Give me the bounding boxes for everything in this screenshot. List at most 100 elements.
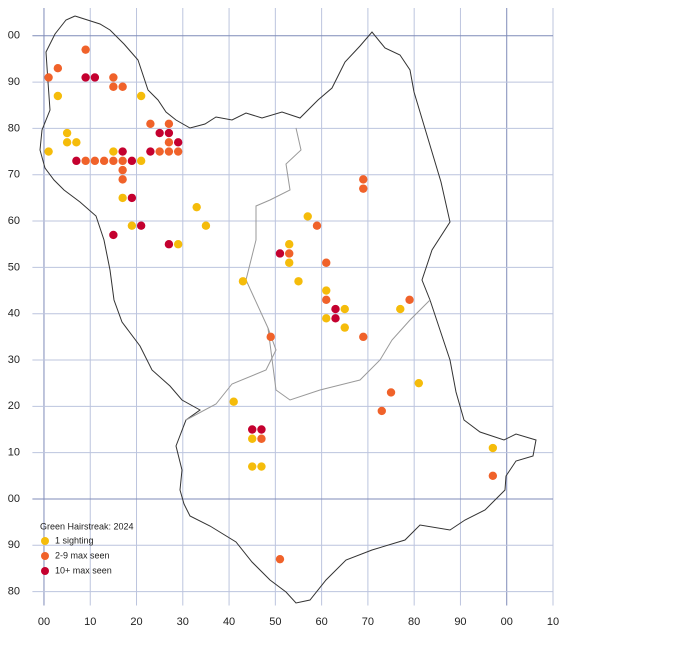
record-dot [53, 64, 63, 73]
record-dot [173, 240, 183, 249]
legend-marker [41, 567, 49, 575]
record-dot [109, 73, 118, 82]
record-dot [164, 128, 174, 138]
x-tick-label: 20 [130, 616, 142, 628]
y-tick-label: 90 [8, 76, 20, 88]
record-dot [359, 184, 368, 193]
record-dot [118, 82, 127, 91]
y-tick-label: 60 [8, 215, 20, 227]
legend-label: 1 sighting [55, 535, 94, 545]
record-dot [173, 147, 183, 156]
record-dot [488, 443, 498, 453]
x-tick-label: 90 [454, 616, 466, 628]
y-tick-label: 90 [8, 539, 20, 551]
record-dot [72, 138, 81, 147]
record-dot [118, 165, 127, 175]
record-dot [109, 82, 118, 91]
record-dot [266, 332, 275, 342]
y-tick-label: 70 [8, 169, 20, 181]
record-dot [322, 286, 331, 295]
record-dot [118, 193, 127, 203]
x-tick-label: 60 [315, 616, 327, 628]
x-tick-label: 50 [269, 616, 281, 628]
x-tick-label: 40 [223, 616, 235, 628]
record-dot [201, 221, 211, 230]
record-dot [285, 258, 294, 267]
record-dot [173, 138, 183, 147]
record-dot [275, 249, 285, 258]
record-dot [90, 156, 100, 166]
district-border [267, 299, 431, 401]
record-dot [488, 471, 498, 481]
record-dot [248, 425, 257, 434]
record-dot [322, 295, 331, 305]
y-tick-label: 80 [8, 122, 20, 134]
record-dot [303, 212, 312, 221]
y-tick-label: 00 [8, 493, 20, 505]
y-tick-label: 30 [8, 354, 20, 366]
record-dot [405, 295, 414, 305]
record-dot [359, 175, 368, 184]
county-border [39, 15, 537, 604]
record-dot [136, 91, 146, 101]
legend-label: 10+ max seen [55, 565, 112, 575]
record-dot [238, 277, 248, 286]
record-dot [414, 378, 424, 388]
district-border [185, 127, 302, 421]
record-dot [118, 156, 127, 166]
record-dot [396, 304, 405, 314]
record-dot [192, 202, 201, 212]
record-dot [127, 193, 137, 203]
record-dot [109, 156, 118, 166]
record-dot [127, 221, 137, 230]
x-tick-label: 70 [362, 616, 374, 628]
record-dot [53, 91, 63, 101]
legend-title: Green Hairstreak: 2024 [40, 521, 134, 531]
record-dot [257, 462, 266, 471]
record-dot [164, 240, 174, 249]
record-dot [136, 221, 146, 230]
record-dot [331, 304, 340, 314]
record-dot [322, 258, 331, 267]
record-dot [90, 73, 100, 82]
record-dot [331, 314, 340, 323]
record-dot [109, 230, 118, 240]
record-dot [229, 397, 238, 406]
record-dot [127, 156, 137, 166]
record-dot [62, 138, 72, 147]
record-dot [377, 406, 386, 416]
record-dot [44, 73, 53, 82]
record-dot [257, 434, 266, 443]
record-dot [294, 277, 303, 286]
record-dot [155, 128, 164, 138]
record-dot [275, 554, 285, 564]
record-dot [248, 434, 257, 443]
x-tick-label: 00 [38, 616, 50, 628]
record-dot [285, 240, 294, 249]
record-dot [386, 388, 396, 397]
record-dot [285, 249, 294, 258]
y-tick-label: 00 [8, 30, 20, 42]
record-dot [44, 147, 53, 156]
record-dot [257, 425, 266, 434]
y-tick-label: 40 [8, 308, 20, 320]
y-tick-label: 10 [8, 447, 20, 459]
record-dot [146, 147, 155, 156]
record-dot [81, 45, 90, 54]
record-dot [340, 323, 349, 332]
x-tick-label: 10 [547, 616, 559, 628]
record-dot [164, 147, 174, 156]
record-dot [118, 175, 127, 184]
y-tick-label: 80 [8, 586, 20, 598]
record-dot [62, 128, 72, 138]
record-dot [312, 221, 322, 230]
record-dot [136, 156, 146, 166]
record-dot [72, 156, 81, 166]
record-dot [164, 119, 174, 128]
x-tick-label: 30 [177, 616, 189, 628]
record-dot [99, 156, 109, 166]
record-dot [155, 147, 164, 156]
record-dot [81, 156, 90, 166]
record-dot [109, 147, 118, 156]
record-dot [118, 147, 127, 156]
